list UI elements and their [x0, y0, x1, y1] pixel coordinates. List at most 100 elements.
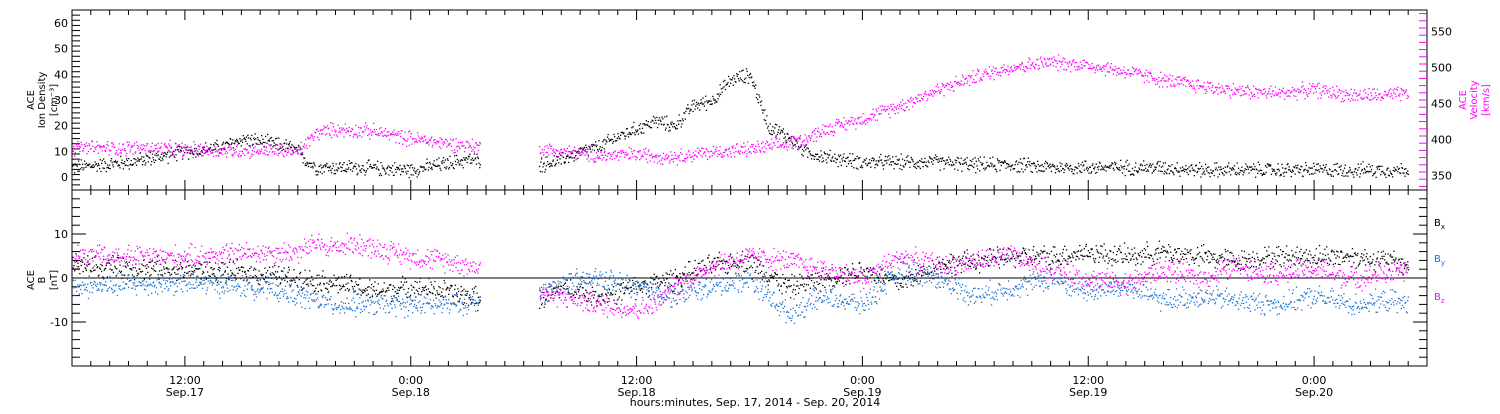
density-point [613, 134, 614, 135]
bx-point [348, 290, 349, 291]
bx-point [229, 262, 230, 263]
density-point [1021, 169, 1022, 170]
density-point [265, 136, 266, 137]
density-point [1115, 163, 1116, 164]
density-point [349, 160, 350, 161]
bx-point [283, 278, 284, 279]
density-point [642, 128, 643, 129]
density-point [922, 166, 923, 167]
density-point [320, 164, 321, 165]
density-point [1341, 165, 1342, 166]
density-point [392, 165, 393, 166]
density-point [368, 159, 369, 160]
date-tick-label: Sep.19 [1069, 386, 1107, 399]
velocity-point [840, 125, 841, 126]
density-point [977, 168, 978, 169]
density-point [1377, 168, 1378, 169]
velocity-point [884, 106, 885, 107]
density-point [104, 161, 105, 162]
velocity-point [1395, 96, 1396, 97]
density-point [1298, 171, 1299, 172]
bx-point [438, 286, 439, 287]
density-point [670, 123, 671, 124]
bx-point [403, 284, 404, 285]
density-point [1069, 169, 1070, 170]
velocity-point [777, 147, 778, 148]
density-point [408, 165, 409, 166]
density-point [886, 160, 887, 161]
velocity-point [1075, 69, 1076, 70]
density-point [674, 126, 675, 127]
velocity-point [1202, 87, 1203, 88]
velocity-point [419, 138, 420, 139]
density-point [776, 124, 777, 125]
density-point [457, 162, 458, 163]
density-point [1085, 161, 1086, 162]
velocity-point [119, 152, 120, 153]
density-point [1324, 169, 1325, 170]
density-point [243, 135, 244, 136]
density-point [1095, 173, 1096, 174]
density-point [1217, 170, 1218, 171]
density-point [1023, 171, 1024, 172]
velocity-point [147, 143, 148, 144]
velocity-point [1262, 94, 1263, 95]
velocity-point [716, 147, 717, 148]
density-point [313, 162, 314, 163]
velocity-point [1135, 70, 1136, 71]
density-point [956, 160, 957, 161]
velocity-point [756, 151, 757, 152]
density-point [1310, 168, 1311, 169]
velocity-point [610, 154, 611, 155]
velocity-point [782, 144, 783, 145]
density-point [469, 154, 470, 155]
velocity-point [763, 151, 764, 152]
density-point [1385, 174, 1386, 175]
bx-point [446, 288, 447, 289]
density-point [776, 135, 777, 136]
density-point [411, 164, 412, 165]
velocity-point [94, 147, 95, 148]
density-point [1218, 167, 1219, 168]
velocity-point [213, 156, 214, 157]
velocity-point [830, 124, 831, 125]
density-point [270, 138, 271, 139]
bx-point [369, 279, 370, 280]
bx-point [458, 291, 459, 292]
velocity-point [323, 129, 324, 130]
velocity-point [955, 81, 956, 82]
velocity-point [117, 154, 118, 155]
velocity-point [199, 146, 200, 147]
velocity-point [671, 155, 672, 156]
velocity-point [775, 137, 776, 138]
density-point [616, 140, 617, 141]
bx-point [187, 261, 188, 262]
density-point [1230, 174, 1231, 175]
density-point [1300, 169, 1301, 170]
density-point [1148, 171, 1149, 172]
bx-point [190, 275, 191, 276]
density-point [340, 166, 341, 167]
density-point [942, 157, 943, 158]
density-point [813, 155, 814, 156]
bx-point [375, 293, 376, 294]
density-point [978, 158, 979, 159]
velocity-point [722, 156, 723, 157]
density-point [321, 167, 322, 168]
velocity-point [619, 156, 620, 157]
density-point [232, 139, 233, 140]
b-tick-label: 0 [61, 272, 68, 285]
bx-point [166, 267, 167, 268]
density-point [405, 168, 406, 169]
velocity-point [1319, 88, 1320, 89]
bx-point [156, 263, 157, 264]
velocity-point [1106, 64, 1107, 65]
velocity-point [1120, 70, 1121, 71]
density-point [319, 166, 320, 167]
density-point [714, 100, 715, 101]
velocity-point [189, 152, 190, 153]
velocity-point [258, 152, 259, 153]
bx-point [353, 288, 354, 289]
velocity-point [972, 70, 973, 71]
density-point [856, 168, 857, 169]
